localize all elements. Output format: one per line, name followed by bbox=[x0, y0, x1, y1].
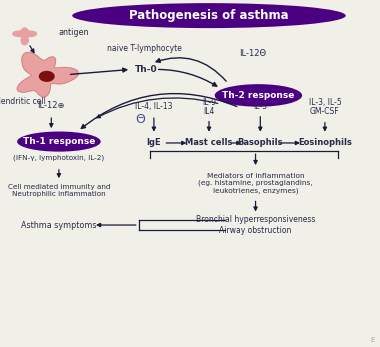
Text: IL-12⊕: IL-12⊕ bbox=[38, 101, 65, 110]
Text: (IFN-γ, lymphotoxin, IL-2): (IFN-γ, lymphotoxin, IL-2) bbox=[13, 155, 104, 161]
Ellipse shape bbox=[72, 3, 346, 28]
Ellipse shape bbox=[39, 71, 55, 82]
Text: IL-3: IL-3 bbox=[253, 102, 267, 111]
Text: IL-12Θ: IL-12Θ bbox=[239, 49, 266, 58]
Text: Th-2 response: Th-2 response bbox=[222, 91, 294, 100]
Text: dendritic cell: dendritic cell bbox=[0, 97, 46, 106]
Text: IL-9: IL-9 bbox=[202, 98, 216, 107]
Text: IL-4, IL-13: IL-4, IL-13 bbox=[135, 102, 173, 111]
Text: Bronchial hyperresponsiveness
Airway obstruction: Bronchial hyperresponsiveness Airway obs… bbox=[196, 215, 315, 235]
Text: Θ: Θ bbox=[136, 113, 146, 126]
Text: Mast cells: Mast cells bbox=[185, 138, 233, 147]
Text: Th-0: Th-0 bbox=[135, 65, 158, 74]
Text: Eosinophils: Eosinophils bbox=[298, 138, 352, 147]
Text: Cell mediated immunity and
Neutrophilic inflammation: Cell mediated immunity and Neutrophilic … bbox=[8, 184, 110, 197]
Text: IL4: IL4 bbox=[203, 107, 215, 116]
Ellipse shape bbox=[215, 84, 302, 107]
Polygon shape bbox=[13, 28, 36, 45]
Ellipse shape bbox=[17, 132, 101, 152]
Text: naive T-lymphocyte: naive T-lymphocyte bbox=[107, 44, 182, 53]
Text: Th-1 response: Th-1 response bbox=[23, 137, 95, 146]
Text: Asthma symptoms: Asthma symptoms bbox=[21, 221, 97, 229]
Text: Pathogenesis of asthma: Pathogenesis of asthma bbox=[129, 9, 289, 22]
Text: Basophils: Basophils bbox=[238, 138, 283, 147]
Text: IgE: IgE bbox=[147, 138, 161, 147]
Text: Mediators of inflammation
(eg. histamine, prostaglandins,
leukotrienes, enzymes): Mediators of inflammation (eg. histamine… bbox=[198, 173, 313, 194]
Text: E: E bbox=[370, 337, 374, 343]
Text: IL-3, IL-5: IL-3, IL-5 bbox=[309, 98, 341, 107]
Text: GM-CSF: GM-CSF bbox=[310, 107, 340, 116]
Polygon shape bbox=[17, 52, 78, 97]
Text: antigen: antigen bbox=[59, 28, 89, 37]
